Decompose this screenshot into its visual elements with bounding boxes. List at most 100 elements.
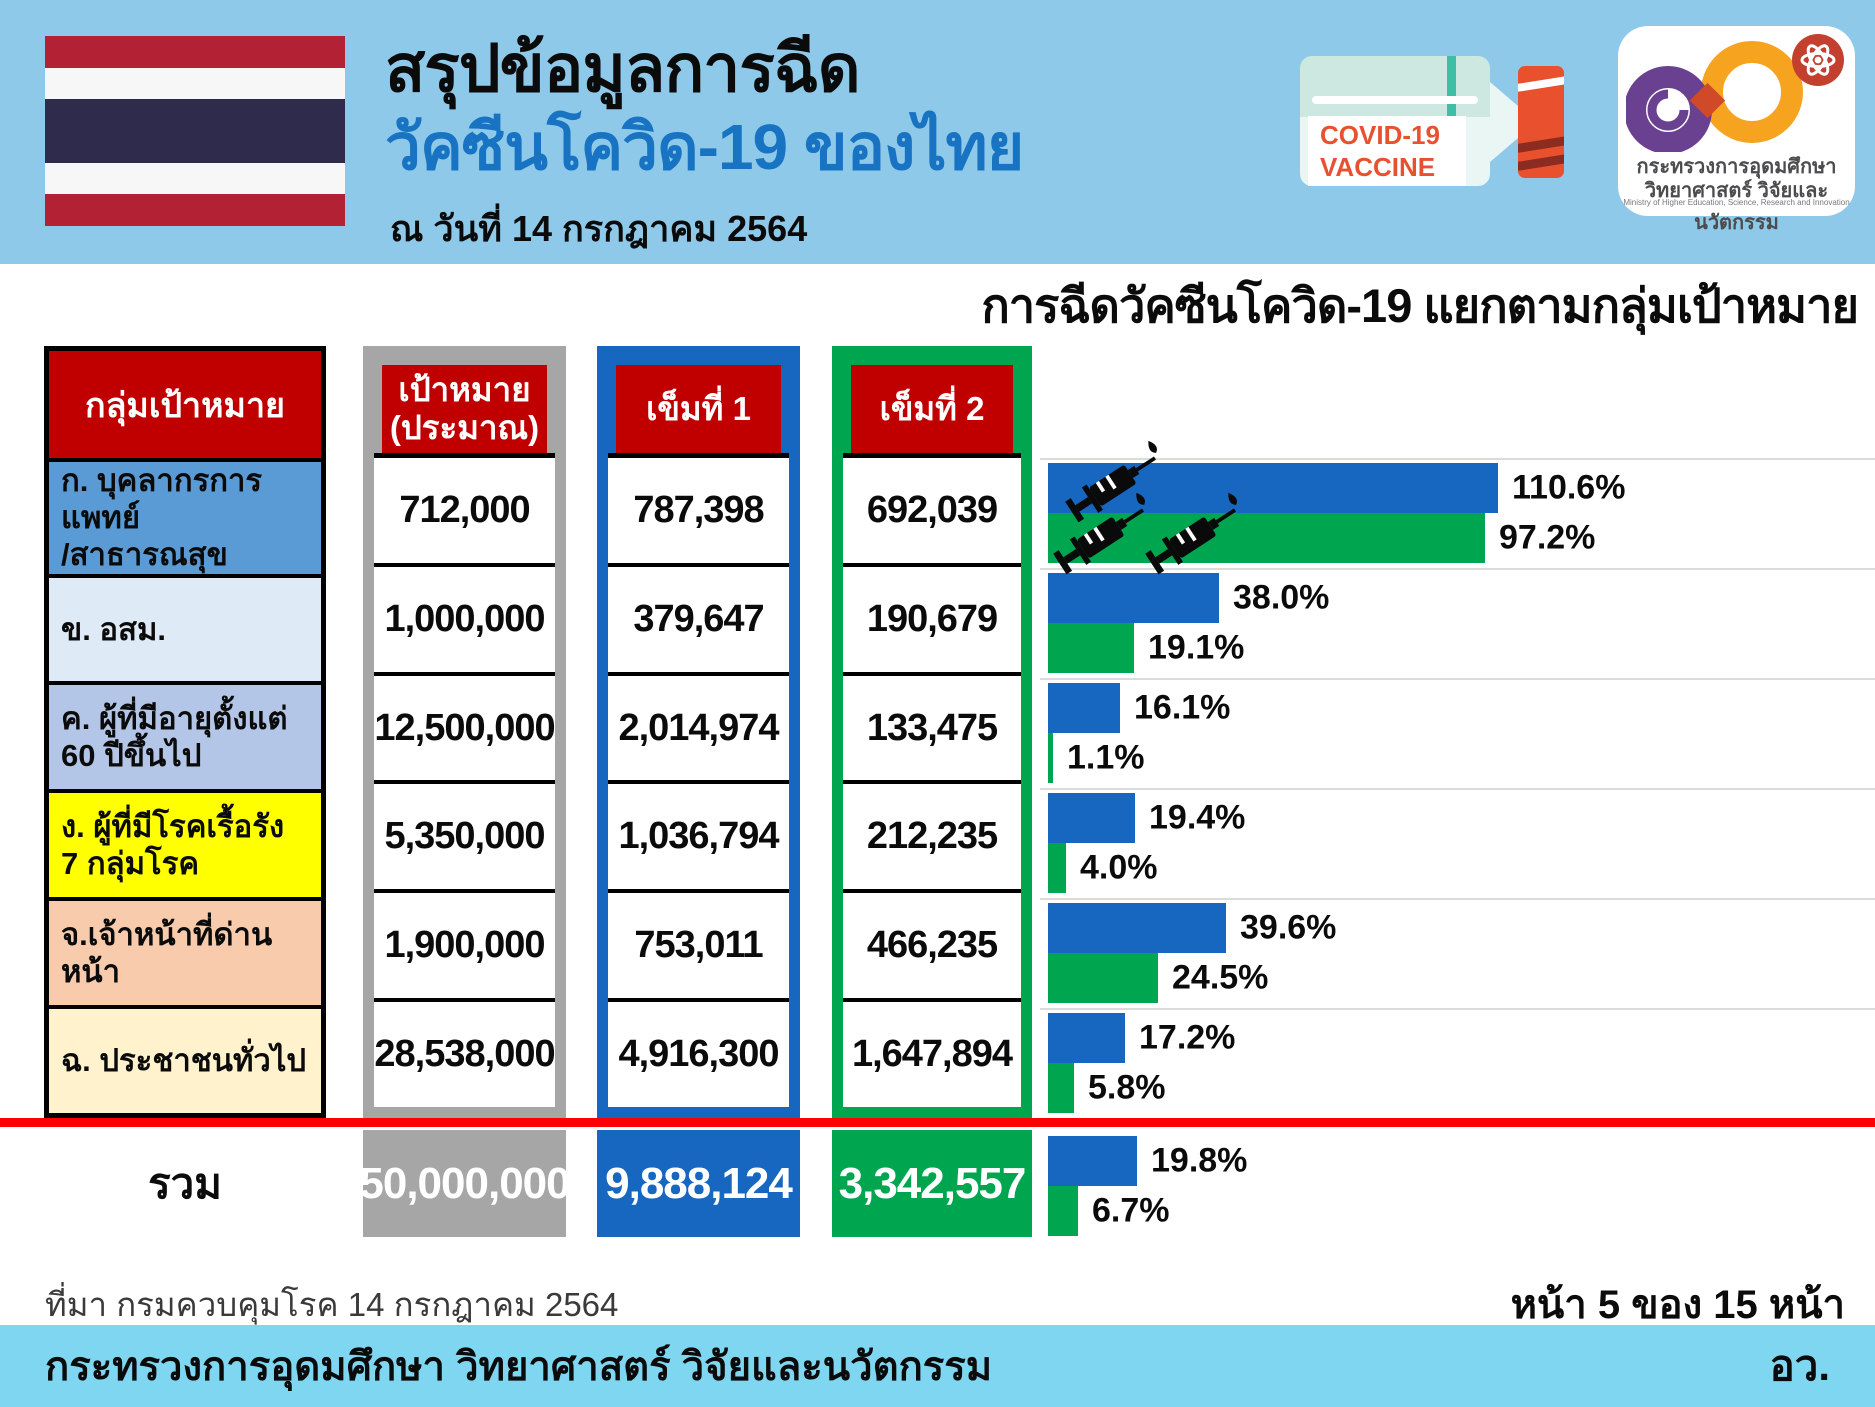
group-label: ฉ. ประชาชนทั่วไป: [61, 1043, 307, 1079]
ministry-logo-thai-line1: กระทรวงการอุดมศึกษา: [1636, 156, 1837, 178]
report-date: ณ วันที่ 14 กรกฎาคม 2564: [390, 208, 808, 249]
group-label: จ.เจ้าหน้าที่ด่านหน้า: [61, 916, 273, 990]
target-cell: 28,538,000: [374, 998, 556, 1107]
dose2-row5-bar: [1048, 1063, 1074, 1113]
dose2-cell: 212,235: [843, 780, 1021, 890]
vaccine-vial-icon: COVID-19 VACCINE: [1300, 56, 1570, 191]
group-cell-chronic: ง. ผู้ที่มีโรคเรื้อรัง 7 กลุ่มโรค: [49, 789, 321, 898]
group-label: ก. บุคลากรการแพทย์ /สาธารณสุข: [61, 463, 263, 573]
dose1-cell: 2,014,974: [608, 671, 789, 781]
column-header-dose1-wrap: เข็มที่ 1: [608, 357, 789, 458]
vial-stripe: [1447, 56, 1456, 118]
dose2-cell: 692,039: [843, 458, 1021, 563]
column-header-target-wrap: เป้าหมาย (ประมาณ): [374, 357, 555, 458]
chart-row-separator: [1040, 898, 1875, 900]
dose1-row1-value-label: 38.0%: [1233, 578, 1330, 617]
dose2-row2-bar: [1048, 733, 1053, 783]
page-title-line2: วัคซีนโควิด-19 ของไทย: [385, 111, 1024, 183]
target-cell: 712,000: [374, 458, 555, 563]
ministry-logo: กระทรวงการอุดมศึกษา วิทยาศาสตร์ วิจัยและ…: [1618, 26, 1855, 234]
target-cell: 1,000,000: [374, 562, 555, 672]
chart-row-separator: [1040, 458, 1875, 460]
group-label: ค. ผู้ที่มีอายุตั้งแต่ 60 ปีขึ้นไป: [61, 701, 288, 774]
chart-title: การฉีดวัคซีนโควิด-19 แยกตามกลุ่มเป้าหมาย: [981, 279, 1859, 332]
dose1-row3-value-label: 19.4%: [1149, 798, 1246, 837]
group-label: ข. อสม.: [61, 611, 167, 647]
dose1-cell: 4,916,300: [608, 998, 789, 1107]
dose1-row4-bar: [1048, 903, 1226, 953]
chart-row-separator: [1040, 1008, 1875, 1010]
total-row-label: รวม: [148, 1159, 222, 1207]
dose1-row3-bar: [1048, 793, 1135, 843]
dose2-row2-value-label: 1.1%: [1067, 738, 1145, 777]
column-header-dose2-wrap: เข็มที่ 2: [843, 357, 1021, 458]
dose1-cell: 787,398: [608, 458, 789, 563]
dose2-cell: 133,475: [843, 671, 1021, 781]
target-cell: 5,350,000: [374, 780, 555, 890]
dose1-row5-bar: [1048, 1013, 1125, 1063]
page-title-line1: สรุปข้อมูลการฉีด: [385, 31, 861, 105]
dose1-cell: 1,036,794: [608, 780, 789, 890]
ministry-logo-mark-icon: [1626, 34, 1844, 152]
vial-label-text: COVID-19 VACCINE: [1320, 119, 1440, 183]
dose2-cell: 466,235: [843, 889, 1021, 999]
dose1-row6-value-label: 19.8%: [1151, 1141, 1248, 1180]
dose2-row6-value-label: 6.7%: [1092, 1191, 1170, 1230]
ministry-name: กระทรวงการอุดมศึกษา วิทยาศาสตร์ วิจัยและ…: [45, 1345, 993, 1389]
total-divider-line: [0, 1118, 1875, 1127]
dose2-row3-bar: [1048, 843, 1066, 893]
dose1-row5-value-label: 17.2%: [1139, 1018, 1236, 1057]
dose1-row0-value-label: 110.6%: [1512, 468, 1626, 507]
table-column-dose1: เข็มที่ 1 787,398 379,647 2,014,974 1,03…: [597, 346, 800, 1118]
bottom-band: กระทรวงการอุดมศึกษา วิทยาศาสตร์ วิจัยและ…: [0, 1325, 1875, 1407]
dose1-row6-bar: [1048, 1136, 1137, 1186]
vial-highlight: [1312, 96, 1478, 104]
vial-neck: [1490, 82, 1518, 162]
group-label: ง. ผู้ที่มีโรคเรื้อรัง 7 กลุ่มโรค: [61, 809, 285, 882]
total-target-box: 50,000,000: [359, 1130, 571, 1237]
dose1-cell: 379,647: [608, 562, 789, 672]
dose2-row3-value-label: 4.0%: [1080, 848, 1158, 887]
dose1-row1-bar: [1048, 573, 1219, 623]
dose2-cell: 190,679: [843, 562, 1021, 672]
table-column-target: เป้าหมาย (ประมาณ) 712,000 1,000,000 12,5…: [363, 346, 566, 1118]
ministry-abbrev: อว.: [1769, 1342, 1830, 1389]
dose1-row4-value-label: 39.6%: [1240, 908, 1337, 947]
dose1-row2-value-label: 16.1%: [1134, 688, 1231, 727]
page-indicator: หน้า 5 ของ 15 หน้า: [1510, 1283, 1845, 1327]
dose2-row5-value-label: 5.8%: [1088, 1068, 1166, 1107]
dose1-row2-bar: [1048, 683, 1120, 733]
dose2-row1-bar: [1048, 623, 1134, 673]
group-cell-elderly: ค. ผู้ที่มีอายุตั้งแต่ 60 ปีขึ้นไป: [49, 681, 321, 790]
dose2-row4-value-label: 24.5%: [1172, 958, 1269, 997]
dose2-row1-value-label: 19.1%: [1148, 628, 1245, 667]
group-cell-public: ฉ. ประชาชนทั่วไป: [49, 1005, 321, 1114]
column-header-dose1: เข็มที่ 1: [616, 365, 781, 453]
chart-row-separator: [1040, 678, 1875, 680]
target-cell: 12,500,000: [374, 671, 556, 781]
vial-label: COVID-19 VACCINE: [1308, 116, 1466, 186]
source-note: ที่มา กรมควบคุมโรค 14 กรกฎาคม 2564: [45, 1286, 619, 1323]
table-column-groups: กลุ่มเป้าหมาย ก. บุคลากรการแพทย์ /สาธารณ…: [44, 346, 326, 1118]
dose2-row6-bar: [1048, 1186, 1078, 1236]
chart-row-separator: [1040, 788, 1875, 790]
dose1-cell: 753,011: [608, 889, 789, 999]
column-header-target: เป้าหมาย (ประมาณ): [382, 365, 547, 453]
header-band: สรุปข้อมูลการฉีด วัคซีนโควิด-19 ของไทย ณ…: [0, 0, 1875, 264]
ministry-logo-english: Ministry of Higher Education, Science, R…: [1623, 198, 1850, 207]
group-cell-medical: ก. บุคลากรการแพทย์ /สาธารณสุข: [49, 458, 321, 574]
column-header-group: กลุ่มเป้าหมาย: [49, 351, 321, 458]
group-cell-frontline: จ.เจ้าหน้าที่ด่านหน้า: [49, 897, 321, 1006]
target-cell: 1,900,000: [374, 889, 555, 999]
dose2-row0-value-label: 97.2%: [1499, 518, 1596, 557]
total-dose2-box: 3,342,557: [832, 1130, 1032, 1237]
dose2-cell: 1,647,894: [843, 998, 1021, 1107]
group-cell-vhv: ข. อสม.: [49, 573, 321, 682]
dose2-row4-bar: [1048, 953, 1158, 1003]
ministry-logo-thai-line2: วิทยาศาสตร์ วิจัยและนวัตกรรม: [1644, 180, 1829, 234]
table-column-dose2: เข็มที่ 2 692,039 190,679 133,475 212,23…: [832, 346, 1032, 1118]
vial-cap: [1518, 66, 1564, 178]
total-dose1-box: 9,888,124: [597, 1130, 800, 1237]
column-header-dose2: เข็มที่ 2: [851, 365, 1013, 453]
